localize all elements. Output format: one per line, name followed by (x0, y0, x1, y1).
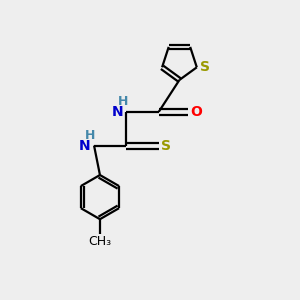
Text: N: N (79, 139, 91, 153)
Text: CH₃: CH₃ (88, 236, 112, 248)
Text: N: N (111, 105, 123, 119)
Text: S: S (161, 139, 171, 153)
Text: S: S (200, 60, 210, 74)
Text: H: H (118, 95, 128, 108)
Text: O: O (190, 105, 202, 119)
Text: H: H (85, 129, 96, 142)
